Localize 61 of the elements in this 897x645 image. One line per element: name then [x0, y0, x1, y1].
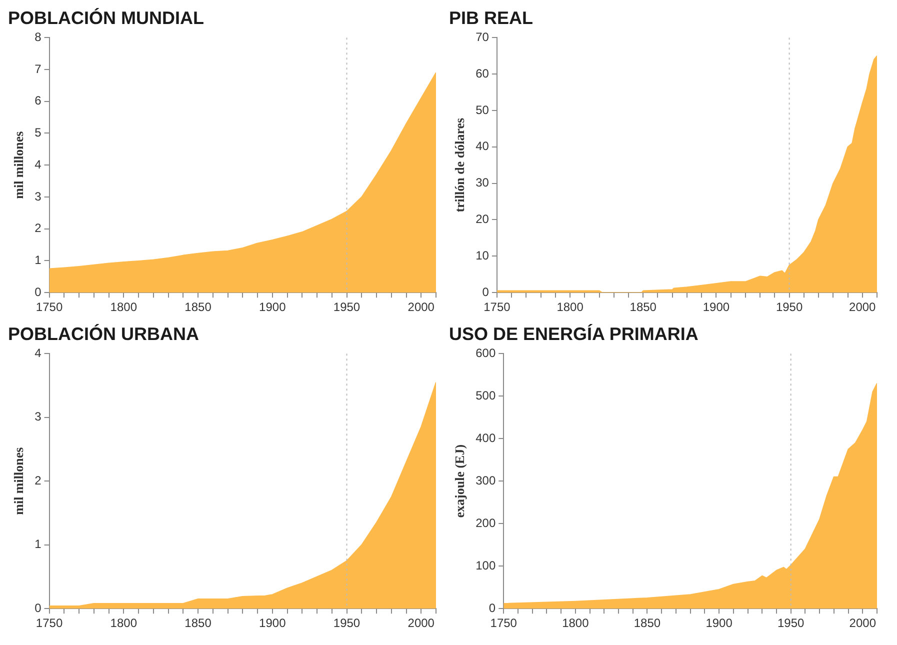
x-tick-label: 2000 [408, 616, 435, 630]
x-tick-label: 1800 [110, 616, 138, 630]
y-tick-label: 100 [476, 558, 496, 572]
y-tick-label: 300 [476, 473, 496, 488]
x-tick-label: 2000 [408, 300, 435, 314]
x-tick-label: 1950 [333, 616, 360, 630]
y-tick-label: 4 [34, 346, 42, 360]
x-tick-label: 1750 [36, 300, 63, 314]
y-tick-label: 6 [34, 94, 42, 108]
y-tick-label: 40 [476, 139, 490, 154]
y-tick-label: 500 [476, 388, 496, 402]
y-tick-label: 30 [476, 176, 490, 190]
y-tick-label: 7 [34, 62, 42, 76]
x-tick-label: 1800 [562, 616, 590, 630]
y-tick-label: 2 [34, 221, 42, 236]
x-tick-label: 1850 [630, 300, 657, 314]
x-tick-label: 2000 [849, 616, 876, 630]
x-tick-label: 1750 [490, 616, 518, 630]
chart-title: POBLACIÓN MUNDIAL [8, 8, 204, 28]
y-tick-label: 1 [34, 253, 42, 268]
y-tick-label: 1 [34, 537, 42, 552]
x-tick-label: 1800 [556, 300, 584, 314]
x-tick-label: 1800 [110, 300, 138, 314]
y-tick-label: 10 [476, 248, 490, 262]
y-tick-label: 200 [476, 516, 496, 530]
y-tick-label: 5 [34, 126, 42, 140]
y-axis-title: mil millones [11, 131, 26, 199]
x-tick-label: 1850 [184, 300, 212, 314]
y-tick-label: 3 [34, 410, 42, 424]
y-tick-label: 70 [476, 30, 490, 44]
y-tick-label: 20 [476, 212, 490, 226]
y-tick-label: 50 [476, 102, 490, 117]
y-tick-label: 60 [476, 66, 490, 80]
x-tick-label: 1900 [259, 616, 286, 630]
chart-title: USO DE ENERGÍA PRIMARIA [449, 324, 698, 344]
chart-title: PIB REAL [449, 8, 534, 28]
y-tick-label: 3 [34, 189, 42, 204]
x-tick-label: 1900 [702, 300, 730, 314]
x-tick-label: 1900 [259, 300, 286, 314]
chart-title: POBLACIÓN URBANA [8, 324, 199, 344]
y-tick-label: 4 [34, 157, 42, 172]
x-tick-label: 1950 [333, 300, 360, 314]
x-tick-label: 2000 [849, 300, 876, 314]
y-tick-label: 0 [34, 284, 42, 299]
x-tick-label: 1850 [184, 616, 212, 630]
y-axis-title: exajoule (EJ) [452, 444, 468, 518]
x-tick-label: 1850 [634, 616, 661, 630]
x-tick-label: 1750 [36, 616, 63, 630]
y-tick-label: 0 [34, 600, 42, 615]
x-tick-label: 1950 [777, 616, 805, 630]
x-tick-label: 1750 [484, 300, 511, 314]
y-tick-label: 600 [476, 346, 496, 360]
y-tick-label: 0 [488, 600, 496, 615]
y-tick-label: 8 [34, 30, 42, 44]
x-tick-label: 1950 [776, 300, 803, 314]
x-tick-label: 1900 [706, 616, 733, 630]
y-axis-title: mil millones [11, 447, 26, 515]
y-tick-label: 400 [476, 430, 496, 445]
y-tick-label: 0 [482, 284, 490, 299]
y-tick-label: 2 [34, 473, 42, 488]
y-axis-title: trillón de dólares [452, 118, 468, 212]
